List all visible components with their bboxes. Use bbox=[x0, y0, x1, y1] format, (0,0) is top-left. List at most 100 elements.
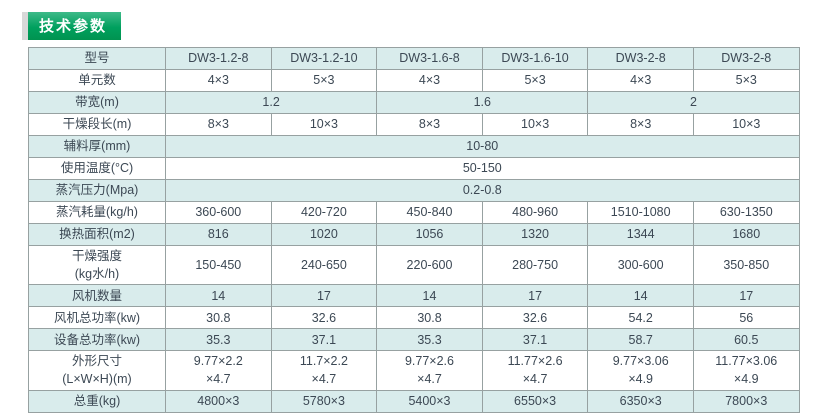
row-steam-consumption: 蒸汽耗量(kg/h) 360-600 420-720 450-840 480-9… bbox=[28, 201, 800, 224]
cell: 350-850 bbox=[692, 244, 800, 286]
cell: 58.7 bbox=[587, 328, 694, 352]
cell: 1020 bbox=[270, 223, 378, 246]
row-label: 风机数量 bbox=[28, 284, 166, 308]
cell: 14 bbox=[165, 284, 272, 308]
cell: 280-750 bbox=[481, 244, 589, 286]
row-operating-temperature: 使用温度(°C) 50-150 bbox=[28, 157, 800, 180]
cell: 630-1350 bbox=[692, 201, 800, 224]
row-belt-width: 带宽(m) 1.2 1.6 2 bbox=[28, 91, 800, 114]
row-label: 带宽(m) bbox=[28, 91, 166, 114]
row-label: 外形尺寸 (L×W×H)(m) bbox=[28, 350, 166, 391]
cell: 14 bbox=[376, 284, 483, 308]
cell: 35.3 bbox=[376, 328, 483, 352]
cell: 0.2-0.8 bbox=[165, 179, 800, 202]
cell: 50-150 bbox=[165, 157, 800, 180]
cell: 5400×3 bbox=[376, 389, 483, 413]
cell: 9.77×3.06 ×4.9 bbox=[587, 350, 694, 391]
cell: DW3-2-8 bbox=[692, 47, 800, 70]
row-heat-exchange-area: 换热面积(m2) 816 1020 1056 1320 1344 1680 bbox=[28, 223, 800, 246]
cell: 35.3 bbox=[165, 328, 272, 352]
row-label: 蒸汽耗量(kg/h) bbox=[28, 201, 166, 224]
cell: 32.6 bbox=[481, 306, 589, 330]
cell: 5×3 bbox=[692, 69, 800, 92]
cell: 11.77×3.06 ×4.9 bbox=[692, 350, 800, 391]
cell: 11.77×2.6 ×4.7 bbox=[481, 350, 589, 391]
cell: 30.8 bbox=[376, 306, 483, 330]
cell: 37.1 bbox=[481, 328, 589, 352]
cell: 240-650 bbox=[270, 244, 378, 286]
cell: 1344 bbox=[587, 223, 694, 246]
cell: DW3-1.6-10 bbox=[481, 47, 589, 70]
cell: 56 bbox=[692, 306, 800, 330]
cell: 150-450 bbox=[165, 244, 272, 286]
cell: 10×3 bbox=[481, 113, 589, 136]
cell: 6350×3 bbox=[587, 389, 694, 413]
row-label: 换热面积(m2) bbox=[28, 223, 166, 246]
cell: 4×3 bbox=[587, 69, 694, 92]
cell: 816 bbox=[165, 223, 272, 246]
cell: 360-600 bbox=[165, 201, 272, 224]
row-label: 风机总功率(kw) bbox=[28, 306, 166, 330]
cell: 11.7×2.2 ×4.7 bbox=[270, 350, 378, 391]
row-fan-count: 风机数量 14 17 14 17 14 17 bbox=[28, 284, 800, 308]
cell: 1.6 bbox=[376, 91, 589, 114]
cell: 8×3 bbox=[165, 113, 272, 136]
cell: DW3-1.2-10 bbox=[270, 47, 378, 70]
row-label: 干燥强度 (kg水/h) bbox=[28, 244, 166, 286]
row-drying-intensity: 干燥强度 (kg水/h) 150-450 240-650 220-600 280… bbox=[28, 244, 800, 286]
cell: 4×3 bbox=[165, 69, 272, 92]
row-steam-pressure: 蒸汽压力(Mpa) 0.2-0.8 bbox=[28, 179, 800, 202]
cell: 54.2 bbox=[587, 306, 694, 330]
row-label: 总重(kg) bbox=[28, 389, 166, 413]
cell: 5×3 bbox=[270, 69, 378, 92]
cell: 8×3 bbox=[376, 113, 483, 136]
cell: 420-720 bbox=[270, 201, 378, 224]
cell: 4800×3 bbox=[165, 389, 272, 413]
cell: 8×3 bbox=[587, 113, 694, 136]
cell: 450-840 bbox=[376, 201, 483, 224]
row-label: 干燥段长(m) bbox=[28, 113, 166, 136]
cell: 10×3 bbox=[692, 113, 800, 136]
row-label: 蒸汽压力(Mpa) bbox=[28, 179, 166, 202]
row-fan-total-power: 风机总功率(kw) 30.8 32.6 30.8 32.6 54.2 56 bbox=[28, 306, 800, 330]
cell: 4×3 bbox=[376, 69, 483, 92]
row-total-weight: 总重(kg) 4800×3 5780×3 5400×3 6550×3 6350×… bbox=[28, 389, 800, 413]
cell: 1320 bbox=[481, 223, 589, 246]
cell: 1510-1080 bbox=[587, 201, 694, 224]
cell: 1056 bbox=[376, 223, 483, 246]
row-label: 单元数 bbox=[28, 69, 166, 92]
cell: DW3-1.2-8 bbox=[165, 47, 272, 70]
cell: 5780×3 bbox=[270, 389, 378, 413]
cell: DW3-2-8 bbox=[587, 47, 694, 70]
cell: DW3-1.6-8 bbox=[376, 47, 483, 70]
row-unit-count: 单元数 4×3 5×3 4×3 5×3 4×3 5×3 bbox=[28, 69, 800, 92]
cell: 1.2 bbox=[164, 91, 378, 114]
cell: 220-600 bbox=[376, 244, 483, 286]
cell: 2 bbox=[587, 91, 800, 114]
cell: 32.6 bbox=[270, 306, 378, 330]
cell: 30.8 bbox=[165, 306, 272, 330]
section-title-badge: 技术参数 bbox=[22, 12, 122, 40]
cell: 9.77×2.6 ×4.7 bbox=[376, 350, 483, 391]
cell: 7800×3 bbox=[692, 389, 800, 413]
row-material-thickness: 辅料厚(mm) 10-80 bbox=[28, 135, 800, 158]
cell: 37.1 bbox=[270, 328, 378, 352]
cell: 9.77×2.2 ×4.7 bbox=[165, 350, 272, 391]
cell: 480-960 bbox=[481, 201, 589, 224]
cell: 10×3 bbox=[270, 113, 378, 136]
row-label: 辅料厚(mm) bbox=[28, 135, 166, 158]
row-model: 型号 DW3-1.2-8 DW3-1.2-10 DW3-1.6-8 DW3-1.… bbox=[28, 47, 800, 70]
row-label: 使用温度(°C) bbox=[28, 157, 166, 180]
row-overall-dimensions: 外形尺寸 (L×W×H)(m) 9.77×2.2 ×4.7 11.7×2.2 ×… bbox=[28, 350, 800, 391]
cell: 17 bbox=[481, 284, 589, 308]
row-drying-section-length: 干燥段长(m) 8×3 10×3 8×3 10×3 8×3 10×3 bbox=[28, 113, 800, 136]
row-label: 型号 bbox=[28, 47, 166, 70]
row-equipment-total-power: 设备总功率(kw) 35.3 37.1 35.3 37.1 58.7 60.5 bbox=[28, 328, 800, 352]
cell: 6550×3 bbox=[481, 389, 589, 413]
cell: 60.5 bbox=[692, 328, 800, 352]
cell: 17 bbox=[270, 284, 378, 308]
cell: 14 bbox=[587, 284, 694, 308]
cell: 5×3 bbox=[481, 69, 589, 92]
section-title-wrap: 技术参数 bbox=[22, 12, 122, 40]
spec-table: 型号 DW3-1.2-8 DW3-1.2-10 DW3-1.6-8 DW3-1.… bbox=[28, 47, 800, 413]
